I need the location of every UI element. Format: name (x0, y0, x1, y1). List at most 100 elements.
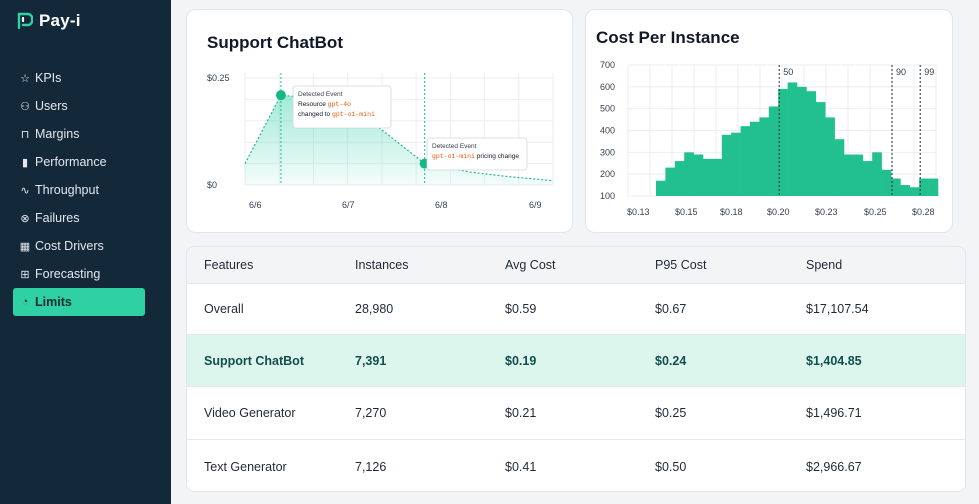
table-row[interactable]: Text Generator 7,126 $0.41 $0.50 $2,966.67 (187, 439, 965, 491)
histogram-bar (740, 126, 751, 196)
table-cell: Text Generator (204, 459, 287, 474)
histogram-bar (721, 134, 732, 196)
event-tooltip-line: gpt-o1-mini pricing change (432, 153, 519, 160)
table-cell: $0.59 (505, 302, 537, 316)
support-y-tick: $0.25 (207, 73, 230, 83)
histogram-bar (750, 121, 760, 196)
sidebar-item-limits[interactable]: ◔ Limits (13, 288, 145, 316)
cost-x-tick: $0.20 (767, 207, 790, 217)
sidebar-item-performance[interactable]: ▮ Performance (13, 148, 145, 176)
histogram-bar (797, 86, 807, 196)
user-icon: ⚇ (20, 100, 30, 113)
column-header: Instances (355, 258, 409, 272)
histogram-bar (759, 117, 770, 196)
histogram-bar (825, 117, 835, 196)
column-header: Avg Cost (505, 258, 556, 272)
table-cell: $0.21 (505, 406, 537, 420)
histogram-bar (928, 178, 939, 196)
histogram-bar (665, 167, 676, 196)
sidebar-item-label: Throughput (35, 183, 99, 197)
table-row[interactable]: Overall 28,980 $0.59 $0.67 $17,107.54 (187, 283, 965, 334)
sidebar-item-label: Margins (35, 127, 80, 141)
histogram-bar (731, 132, 741, 196)
histogram-bar (815, 102, 826, 196)
event-tooltip (292, 85, 392, 129)
histogram-bar (900, 185, 911, 196)
cost-per-instance-card: Cost Per Instance 700 600 500 400 300 200 100 5… (585, 9, 953, 233)
wave-icon: ∿ (20, 184, 30, 197)
table-cell: 7,391 (355, 353, 387, 368)
calculator-icon: ▦ (19, 240, 31, 253)
briefcase-icon: ⊓ (20, 128, 30, 141)
histogram-bar (834, 139, 845, 196)
sidebar-item-label: Performance (35, 155, 107, 169)
table-cell: $0.24 (655, 353, 687, 368)
sidebar-item-label: KPIs (35, 71, 62, 85)
support-chatbot-chart: $0.25 $0 6/6 6/7 6/8 6/9 Detected Event Resourc… (207, 73, 554, 210)
histogram-bar (919, 178, 929, 196)
sidebar-item-cost-drivers[interactable]: ▦ Cost Drivers (13, 232, 145, 260)
histogram-bar (674, 161, 685, 196)
sidebar-item-failures[interactable]: ⊗ Failures (13, 204, 145, 232)
table-row[interactable]: Video Generator 7,270 $0.21 $0.25 $1,496.71 (187, 386, 965, 439)
cost-chart-title: Cost Per Instance (596, 28, 740, 47)
sidebar-item-label: Forecasting (35, 267, 101, 281)
cost-x-tick: $0.15 (675, 207, 698, 217)
cost-y-tick: 600 (600, 82, 615, 92)
sidebar-nav: ☆ KPIs ⚇ Users ⊓ Margins ▮ Performance ∿ Throughp… (13, 64, 145, 316)
support-line (244, 94, 554, 182)
column-header: P95 Cost (655, 258, 707, 272)
sidebar-item-users[interactable]: ⚇ Users (13, 92, 145, 120)
table-cell: 7,126 (355, 459, 387, 474)
histogram-bar (872, 152, 882, 196)
cost-y-tick: 700 (600, 60, 615, 70)
cost-x-tick: $0.23 (815, 207, 838, 217)
star-icon: ☆ (20, 72, 30, 85)
column-header: Features (204, 258, 254, 272)
support-x-tick: 6/9 (529, 200, 542, 210)
event-tooltip-line: Resource gpt-4o (298, 101, 351, 108)
percentile-label: 99 (924, 67, 934, 77)
table-cell: $1,404.85 (806, 353, 862, 368)
histogram-bar (909, 187, 920, 196)
table-cell: Overall (204, 302, 244, 316)
cost-per-instance-chart: 700 600 500 400 300 200 100 50 90 99 $0.13 $0.15 $0.… (600, 60, 939, 217)
histogram-bar (656, 180, 666, 196)
cost-x-tick: $0.28 (912, 207, 935, 217)
features-table: Features Instances Avg Cost P95 Cost Spend Ov… (186, 246, 966, 492)
table-cell: Video Generator (204, 406, 296, 420)
sidebar-item-label: Cost Drivers (35, 239, 104, 253)
table-cell: $0.25 (655, 406, 687, 420)
logo-text: Pay-i (39, 11, 81, 30)
x-circle-icon: ⊗ (20, 212, 30, 225)
percentile-label: 90 (896, 67, 906, 77)
support-x-tick: 6/7 (342, 200, 355, 210)
table-row[interactable]: Support ChatBot 7,391 $0.19 $0.24 $1,404.85 (187, 334, 965, 386)
event-marker-dot[interactable] (275, 90, 286, 101)
histogram-bar (891, 178, 901, 196)
support-chart-title: Support ChatBot (207, 33, 343, 52)
cost-y-tick: 300 (600, 147, 615, 157)
support-x-tick: 6/8 (435, 200, 448, 210)
sidebar-item-kpis[interactable]: ☆ KPIs (13, 64, 145, 92)
event-tooltip (426, 137, 528, 171)
histogram-bar (684, 152, 694, 196)
sidebar-item-margins[interactable]: ⊓ Margins (13, 120, 145, 148)
app-logo[interactable]: Pay-i (17, 11, 81, 31)
sidebar-item-throughput[interactable]: ∿ Throughput (13, 176, 145, 204)
histogram-bar (881, 169, 892, 196)
percentile-label: 50 (783, 67, 793, 77)
cost-x-tick: $0.25 (864, 207, 887, 217)
histogram-bar (806, 91, 817, 196)
event-tooltip-title: Detected Event (432, 143, 477, 150)
sidebar-item-forecasting[interactable]: ⊞ Forecasting (13, 260, 145, 288)
cost-y-tick: 100 (600, 191, 615, 201)
event-tooltip-title: Detected Event (298, 91, 343, 98)
histogram-bar (787, 82, 798, 196)
table-cell: $1,496.71 (806, 406, 862, 420)
table-cell: $2,966.67 (806, 459, 862, 474)
histogram-bar (778, 89, 788, 196)
table-cell: $0.19 (505, 353, 537, 368)
table-cell: $0.41 (505, 459, 537, 474)
table-cell: $0.67 (655, 302, 687, 316)
